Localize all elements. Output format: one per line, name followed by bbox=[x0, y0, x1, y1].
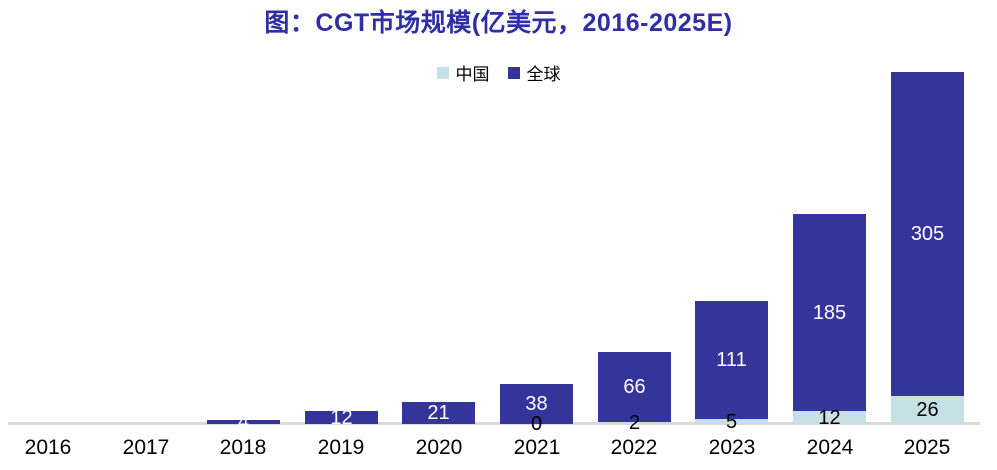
bar-segment-global-2018 bbox=[207, 420, 280, 424]
bar-label-china-2022: 2 bbox=[628, 412, 641, 434]
chart-title: 图：CGT市场规模(亿美元，2016-2025E) bbox=[264, 9, 733, 37]
bar-label-china-2023: 5 bbox=[725, 411, 738, 433]
bar-segment-global-2020 bbox=[402, 402, 475, 424]
bar-label-global-2020: 21 bbox=[427, 402, 450, 424]
bar-label-global-2018: 4 bbox=[237, 411, 250, 433]
legend-item-global: 全球 bbox=[507, 60, 561, 85]
bar-label-global-2019: 12 bbox=[330, 407, 353, 429]
x-tick-2023: 2023 bbox=[708, 436, 756, 459]
bar-segment-global-2025 bbox=[891, 72, 964, 396]
x-tick-2024: 2024 bbox=[806, 436, 854, 459]
legend-swatch-china-icon bbox=[436, 66, 449, 79]
bar-label-global-2021: 38 bbox=[525, 393, 548, 415]
bar-segment-china-2022 bbox=[598, 422, 671, 424]
bar-label-global-2025: 305 bbox=[910, 223, 945, 245]
legend-label-china: 中国 bbox=[455, 65, 490, 84]
x-tick-2019: 2019 bbox=[317, 436, 365, 459]
bar-segment-global-2024 bbox=[793, 214, 866, 411]
bar-segment-china-2025 bbox=[891, 396, 964, 424]
bar-segment-global-2022 bbox=[598, 352, 671, 422]
x-tick-2020: 2020 bbox=[415, 436, 463, 459]
x-tick-2021: 2021 bbox=[513, 436, 561, 459]
legend-item-china: 中国 bbox=[436, 60, 490, 85]
bar-label-china-2024: 12 bbox=[818, 407, 841, 429]
bar-segment-china-2023 bbox=[695, 419, 768, 424]
bar-segment-global-2019 bbox=[305, 411, 378, 424]
bar-segment-china-2024 bbox=[793, 411, 866, 424]
bar-label-global-2023: 111 bbox=[716, 349, 747, 371]
legend-label-global: 全球 bbox=[526, 65, 561, 84]
bar-label-global-2024: 185 bbox=[812, 302, 847, 324]
x-tick-2016: 2016 bbox=[24, 436, 72, 459]
bar-label-global-2022: 66 bbox=[623, 376, 646, 398]
legend: 中国 全球 bbox=[0, 60, 997, 85]
bar-label-china-2025: 26 bbox=[916, 399, 939, 421]
bar-segment-global-2023 bbox=[695, 301, 768, 419]
bar-label-china-2021: 0 bbox=[530, 413, 543, 435]
x-tick-2022: 2022 bbox=[610, 436, 658, 459]
bar-segment-global-2021 bbox=[500, 384, 573, 424]
legend-swatch-global-icon bbox=[507, 66, 520, 79]
x-tick-2018: 2018 bbox=[219, 436, 267, 459]
x-axis-line bbox=[8, 422, 980, 425]
x-tick-2017: 2017 bbox=[122, 436, 170, 459]
x-tick-2025: 2025 bbox=[903, 436, 951, 459]
